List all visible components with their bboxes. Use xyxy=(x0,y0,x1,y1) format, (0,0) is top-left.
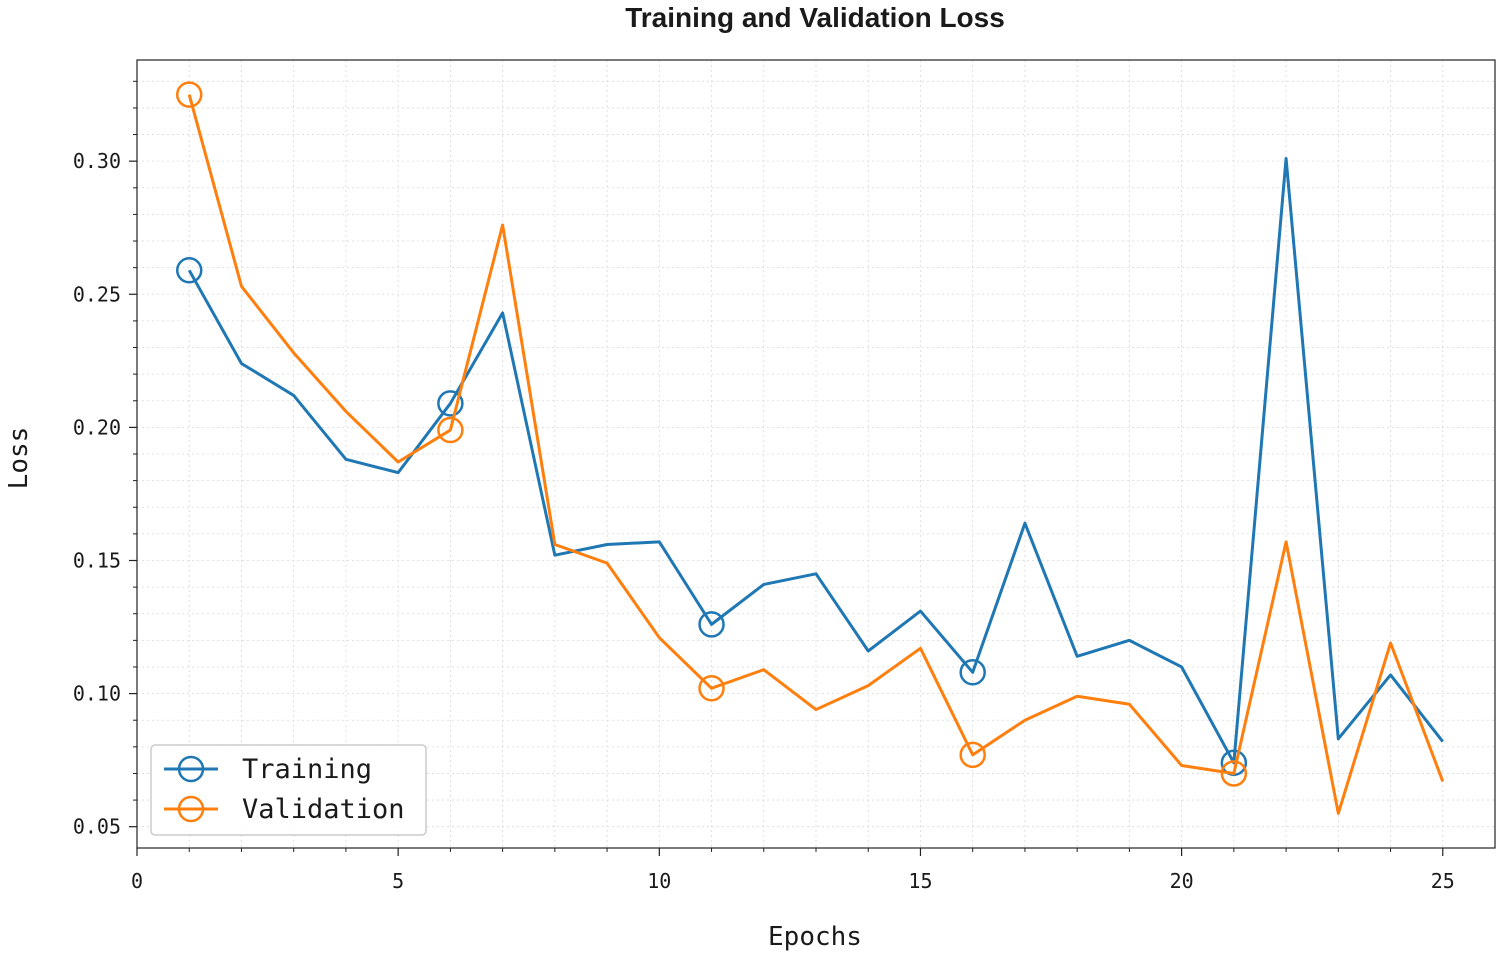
x-tick-label: 10 xyxy=(647,869,671,893)
data-point-marker xyxy=(437,416,464,444)
x-tick-label: 15 xyxy=(908,869,932,893)
series-line-validation xyxy=(187,94,1445,815)
axis-ticks: 0 5 10 15 20 25 0.05 0.10 0.15 0.20 0.25 0.30 xyxy=(73,80,1455,893)
legend-marker-training xyxy=(177,755,205,783)
chart-title: Training and Validation Loss xyxy=(625,2,1005,33)
legend-label-validation: Validation xyxy=(242,794,405,825)
x-axis-label: Epochs xyxy=(768,922,862,952)
data-point-marker xyxy=(175,81,203,108)
legend-entry-training: Training xyxy=(164,754,372,785)
data-point-marker xyxy=(175,257,203,284)
legend-entry-validation: Validation xyxy=(164,794,405,825)
y-tick-label: 0.30 xyxy=(73,149,121,173)
y-tick-label: 0.25 xyxy=(73,282,121,306)
legend: Training Validation xyxy=(150,744,427,836)
data-point-marker xyxy=(437,390,464,417)
series-group xyxy=(175,81,1445,815)
series-validation xyxy=(175,81,1445,815)
data-point-marker xyxy=(959,659,986,686)
legend-marker-validation xyxy=(177,795,205,823)
series-training xyxy=(175,157,1444,777)
y-tick-label: 0.20 xyxy=(73,415,121,439)
x-tick-label: 5 xyxy=(392,869,404,893)
data-point-marker xyxy=(698,675,725,702)
x-tick-label: 25 xyxy=(1431,869,1455,893)
series-line-training xyxy=(187,157,1444,765)
x-tick-label: 0 xyxy=(131,869,143,893)
data-point-marker xyxy=(698,611,725,638)
data-point-marker xyxy=(959,741,986,769)
y-axis-label: Loss xyxy=(4,427,34,490)
legend-label-training: Training xyxy=(242,754,372,785)
y-tick-label: 0.15 xyxy=(73,548,121,572)
y-tick-label: 0.10 xyxy=(73,682,121,706)
x-tick-label: 20 xyxy=(1170,869,1194,893)
legend-box xyxy=(150,744,427,836)
y-tick-label: 0.05 xyxy=(73,815,121,839)
data-point-marker xyxy=(1220,760,1248,787)
